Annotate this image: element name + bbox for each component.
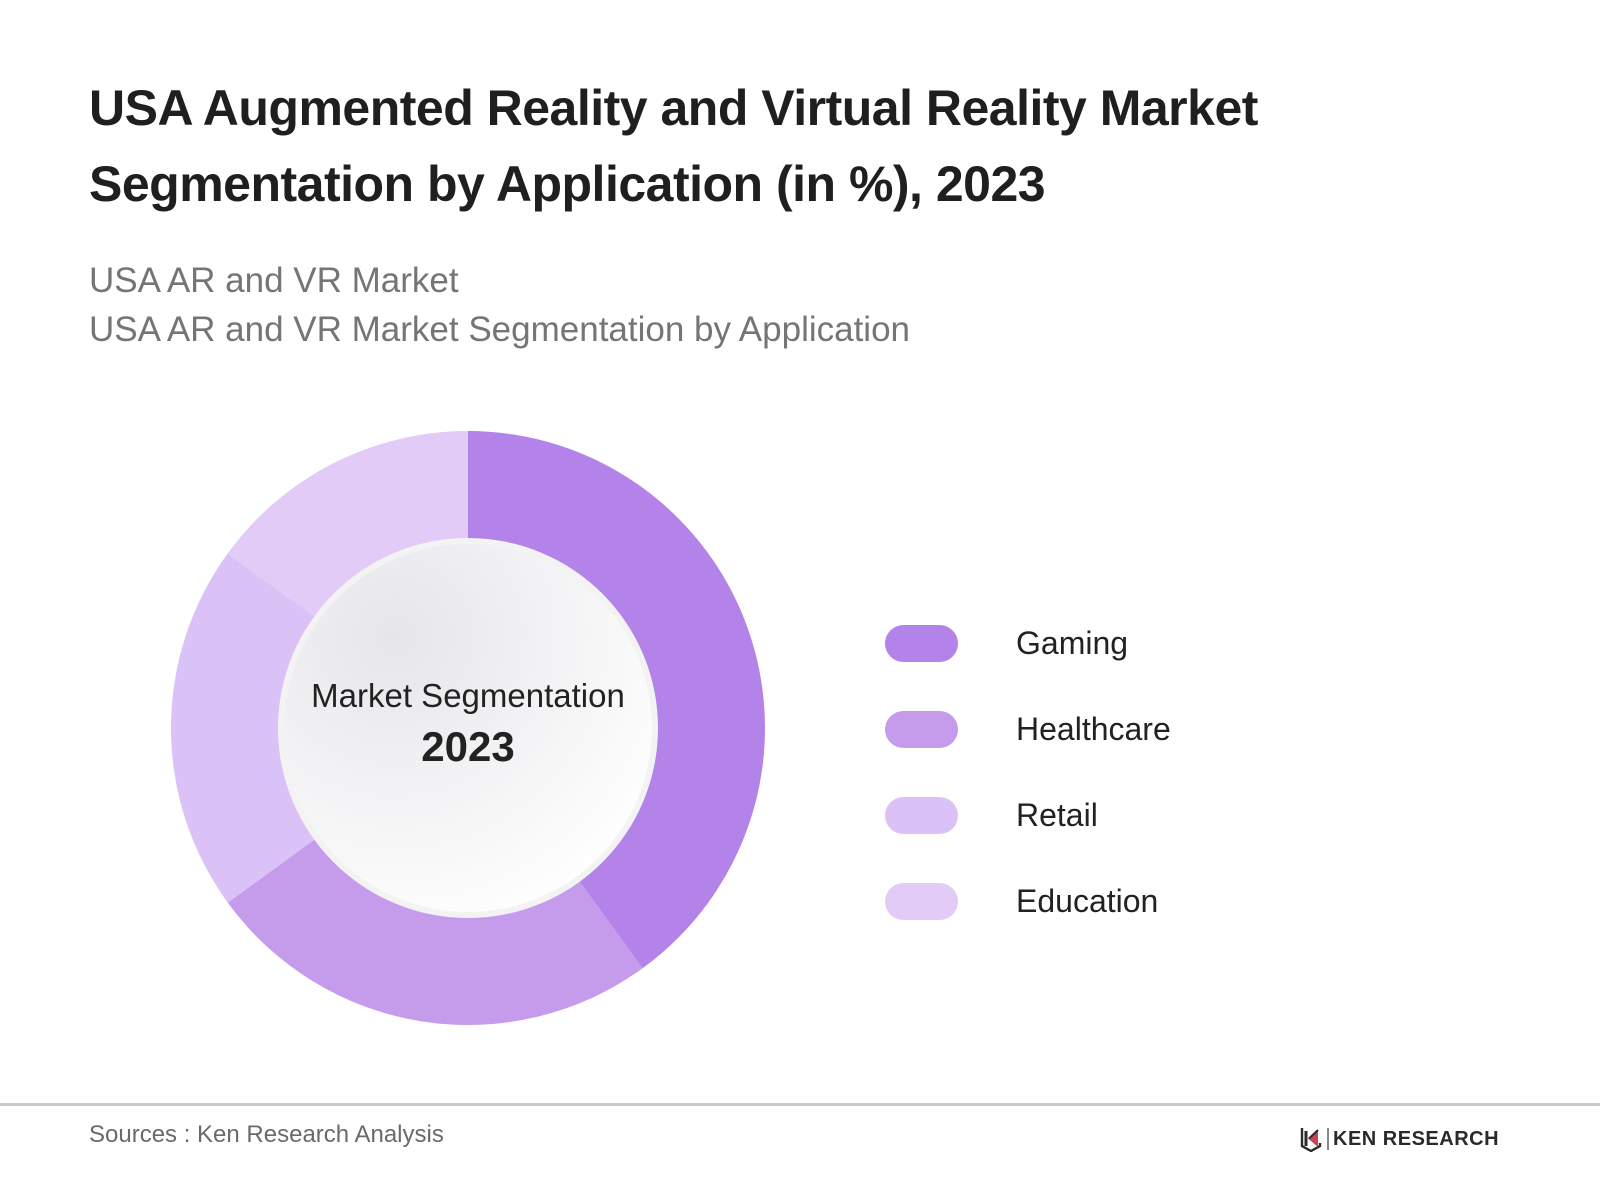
donut-center-label: Market Segmentation 2023 — [168, 428, 768, 1028]
legend-swatch-icon — [885, 710, 958, 748]
legend-item-gaming[interactable]: Gaming — [885, 600, 1171, 686]
subtitle-line-2: USA AR and VR Market Segmentation by App… — [89, 310, 911, 349]
logo-text: KEN RESEARCH — [1333, 1127, 1500, 1150]
donut-chart: Market Segmentation 2023 — [168, 428, 768, 1028]
chart-subtitle: USA AR and VR Market USA AR and VR Marke… — [89, 256, 910, 354]
ken-research-logo: KEN RESEARCH — [1300, 1126, 1499, 1152]
footer-divider — [0, 1103, 1600, 1106]
logo-separator — [1327, 1128, 1329, 1150]
chart-legend: Gaming Healthcare Retail Education — [885, 600, 1171, 944]
legend-item-retail[interactable]: Retail — [885, 772, 1171, 858]
donut-svg — [170, 431, 766, 1025]
donut-hub — [284, 544, 652, 912]
subtitle-line-1: USA AR and VR Market — [89, 261, 459, 300]
center-label-text: Market Segmentation — [311, 677, 625, 714]
legend-item-healthcare[interactable]: Healthcare — [885, 686, 1171, 772]
ken-research-logo-icon — [1300, 1128, 1322, 1152]
chart-title: USA Augmented Reality and Virtual Realit… — [89, 80, 1258, 212]
legend-item-education[interactable]: Education — [885, 858, 1171, 944]
legend-swatch-icon — [885, 882, 958, 920]
legend-swatch-icon — [885, 624, 958, 662]
legend-label: Gaming — [1016, 624, 1129, 661]
legend-label: Retail — [1016, 796, 1098, 833]
legend-label: Healthcare — [1016, 710, 1171, 747]
source-note: Sources : Ken Research Analysis — [89, 1121, 444, 1148]
legend-swatch-icon — [885, 796, 958, 834]
legend-label: Education — [1016, 882, 1159, 919]
center-label-year: 2023 — [421, 723, 515, 770]
